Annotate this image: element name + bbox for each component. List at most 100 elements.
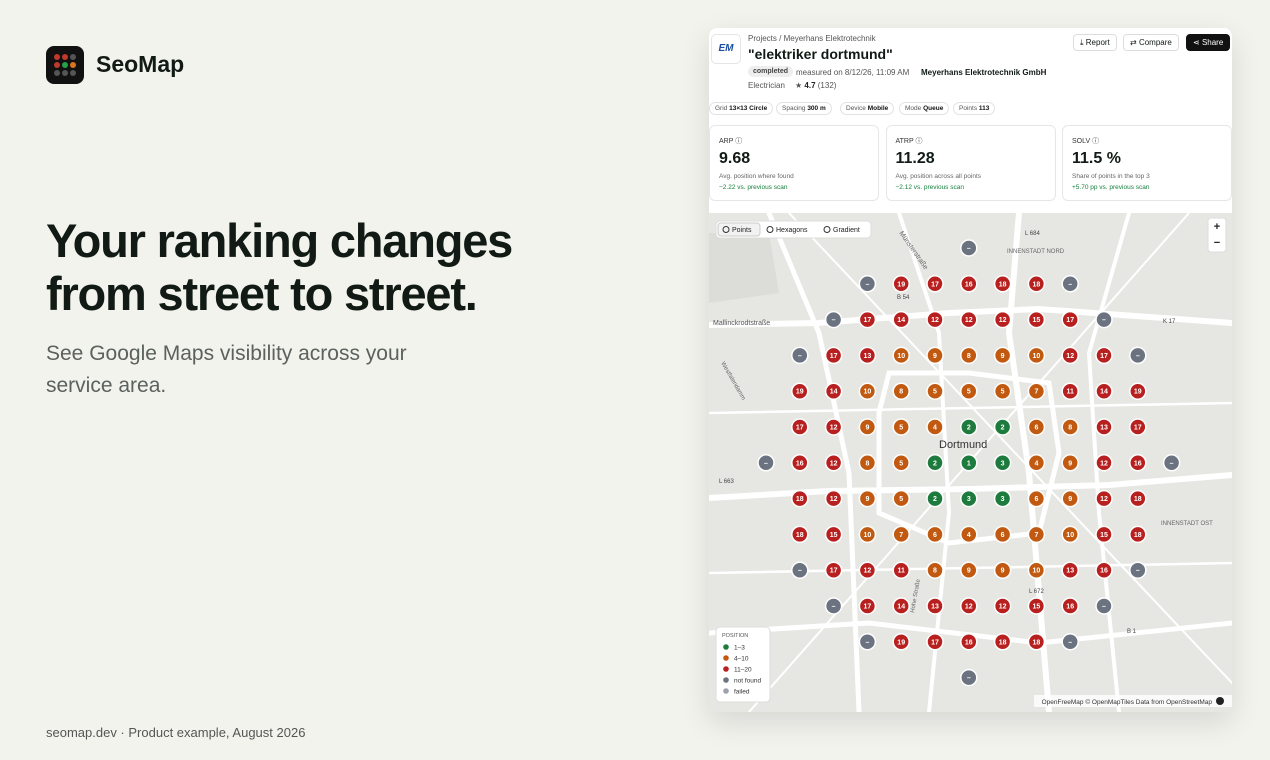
grid-point[interactable]: – — [1129, 561, 1147, 579]
zoom-button[interactable]: − — [1214, 237, 1220, 249]
grid-point[interactable]: 16 — [1061, 597, 1079, 615]
grid-point[interactable]: 14 — [892, 597, 910, 615]
grid-point[interactable]: 17 — [1129, 418, 1147, 436]
compare-button[interactable]: ⇄ Compare — [1123, 34, 1179, 51]
grid-point[interactable]: 17 — [1095, 346, 1113, 365]
grid-point[interactable]: 16 — [1129, 454, 1147, 472]
grid-point[interactable]: 18 — [1027, 275, 1046, 293]
grid-point[interactable]: 9 — [993, 561, 1012, 579]
grid-point[interactable]: 8 — [892, 382, 910, 400]
grid-point[interactable]: 19 — [1129, 382, 1147, 400]
grid-point[interactable]: 9 — [858, 489, 877, 508]
grid-point[interactable]: 12 — [1061, 346, 1079, 365]
grid-point[interactable]: 7 — [892, 525, 910, 544]
grid-point[interactable]: 9 — [993, 346, 1012, 365]
grid-point[interactable]: – — [858, 633, 877, 651]
grid-point[interactable]: 2 — [926, 454, 944, 472]
grid-point[interactable]: 14 — [892, 310, 910, 329]
grid-point[interactable]: 15 — [1027, 310, 1046, 329]
grid-point[interactable]: 9 — [1061, 454, 1079, 472]
grid-point[interactable]: 2 — [993, 418, 1012, 436]
grid-point[interactable]: 9 — [960, 561, 978, 579]
grid-point[interactable]: 7 — [1027, 525, 1046, 544]
grid-point[interactable]: 13 — [926, 597, 944, 615]
grid-point[interactable]: 17 — [858, 597, 877, 615]
mode-button[interactable]: Points — [732, 227, 752, 234]
grid-point[interactable]: 2 — [960, 418, 978, 436]
grid-point[interactable]: 14 — [824, 382, 843, 400]
grid-point[interactable]: – — [1162, 454, 1181, 472]
grid-point[interactable]: 19 — [892, 633, 910, 651]
grid-point[interactable]: 14 — [1095, 382, 1113, 400]
grid-point[interactable]: – — [824, 597, 843, 615]
grid-point[interactable]: 13 — [1061, 561, 1079, 579]
grid-point[interactable]: – — [791, 561, 809, 579]
grid-point[interactable]: – — [1095, 597, 1113, 615]
grid-point[interactable]: 12 — [993, 597, 1012, 615]
grid-point[interactable]: 9 — [1061, 489, 1079, 508]
grid-point[interactable]: 9 — [926, 346, 944, 365]
grid-point[interactable]: – — [1129, 346, 1147, 365]
grid-point[interactable]: 18 — [1129, 525, 1147, 544]
grid-point[interactable]: – — [791, 346, 809, 365]
grid-point[interactable]: – — [824, 310, 843, 329]
grid-point[interactable]: 11 — [1061, 382, 1079, 400]
grid-point[interactable]: 12 — [824, 418, 843, 436]
grid-point[interactable]: 7 — [1027, 382, 1046, 400]
grid-point[interactable]: – — [757, 454, 775, 472]
grid-point[interactable]: 12 — [960, 597, 978, 615]
grid-point[interactable]: 4 — [1027, 454, 1046, 472]
grid-point[interactable]: 3 — [960, 489, 978, 508]
mode-button[interactable]: Hexagons — [776, 227, 808, 234]
grid-point[interactable]: 8 — [960, 346, 978, 365]
grid-point[interactable]: – — [960, 239, 978, 257]
grid-point[interactable]: 17 — [858, 310, 877, 329]
grid-point[interactable]: 6 — [1027, 418, 1046, 436]
grid-point[interactable]: 17 — [926, 633, 944, 651]
grid-point[interactable]: 9 — [858, 418, 877, 436]
grid-point[interactable]: 16 — [960, 275, 978, 293]
grid-point[interactable]: 16 — [791, 454, 809, 472]
zoom-button[interactable]: + — [1214, 221, 1220, 233]
grid-point[interactable]: 4 — [960, 525, 978, 544]
grid-point[interactable]: 5 — [993, 382, 1012, 400]
grid-point[interactable]: 5 — [892, 489, 910, 508]
grid-point[interactable]: 2 — [926, 489, 944, 508]
grid-point[interactable]: 12 — [960, 310, 978, 329]
grid-point[interactable]: 5 — [892, 418, 910, 436]
grid-point[interactable]: 8 — [1061, 418, 1079, 436]
grid-point[interactable]: 1 — [960, 454, 978, 472]
grid-point[interactable]: 10 — [1027, 561, 1046, 579]
grid-point[interactable]: 10 — [1027, 346, 1046, 365]
grid-point[interactable]: 18 — [993, 275, 1012, 293]
grid-point[interactable]: – — [960, 668, 978, 687]
grid-point[interactable]: 17 — [824, 561, 843, 579]
grid-point[interactable]: 16 — [1095, 561, 1113, 579]
grid-point[interactable]: 11 — [892, 561, 910, 579]
grid-point[interactable]: 19 — [892, 275, 910, 293]
report-button[interactable]: ⤓ Report — [1073, 34, 1117, 51]
grid-point[interactable]: – — [1061, 633, 1079, 651]
grid-point[interactable]: 12 — [926, 310, 944, 329]
grid-point[interactable]: 8 — [858, 454, 877, 472]
grid-point[interactable]: 10 — [858, 382, 877, 400]
grid-point[interactable]: 12 — [1095, 489, 1113, 508]
share-button[interactable]: ⋖ Share — [1186, 34, 1231, 51]
grid-point[interactable]: 10 — [1061, 525, 1079, 544]
grid-point[interactable]: 6 — [926, 525, 944, 544]
grid-point[interactable]: 17 — [1061, 310, 1079, 329]
grid-point[interactable]: 10 — [858, 525, 877, 544]
grid-point[interactable]: 18 — [1027, 633, 1046, 651]
grid-point[interactable]: 3 — [993, 489, 1012, 508]
grid-point[interactable]: 3 — [993, 454, 1012, 472]
grid-point[interactable]: – — [1095, 310, 1113, 329]
grid-point[interactable]: – — [858, 275, 877, 293]
grid-point[interactable]: 6 — [993, 525, 1012, 544]
grid-point[interactable]: 17 — [926, 275, 944, 293]
grid-point[interactable]: 18 — [1129, 489, 1147, 508]
grid-point[interactable]: 5 — [892, 454, 910, 472]
grid-point[interactable]: 15 — [1095, 525, 1113, 544]
grid-point[interactable]: 12 — [993, 310, 1012, 329]
info-icon[interactable] — [1216, 697, 1224, 705]
grid-point[interactable]: 10 — [892, 346, 910, 365]
